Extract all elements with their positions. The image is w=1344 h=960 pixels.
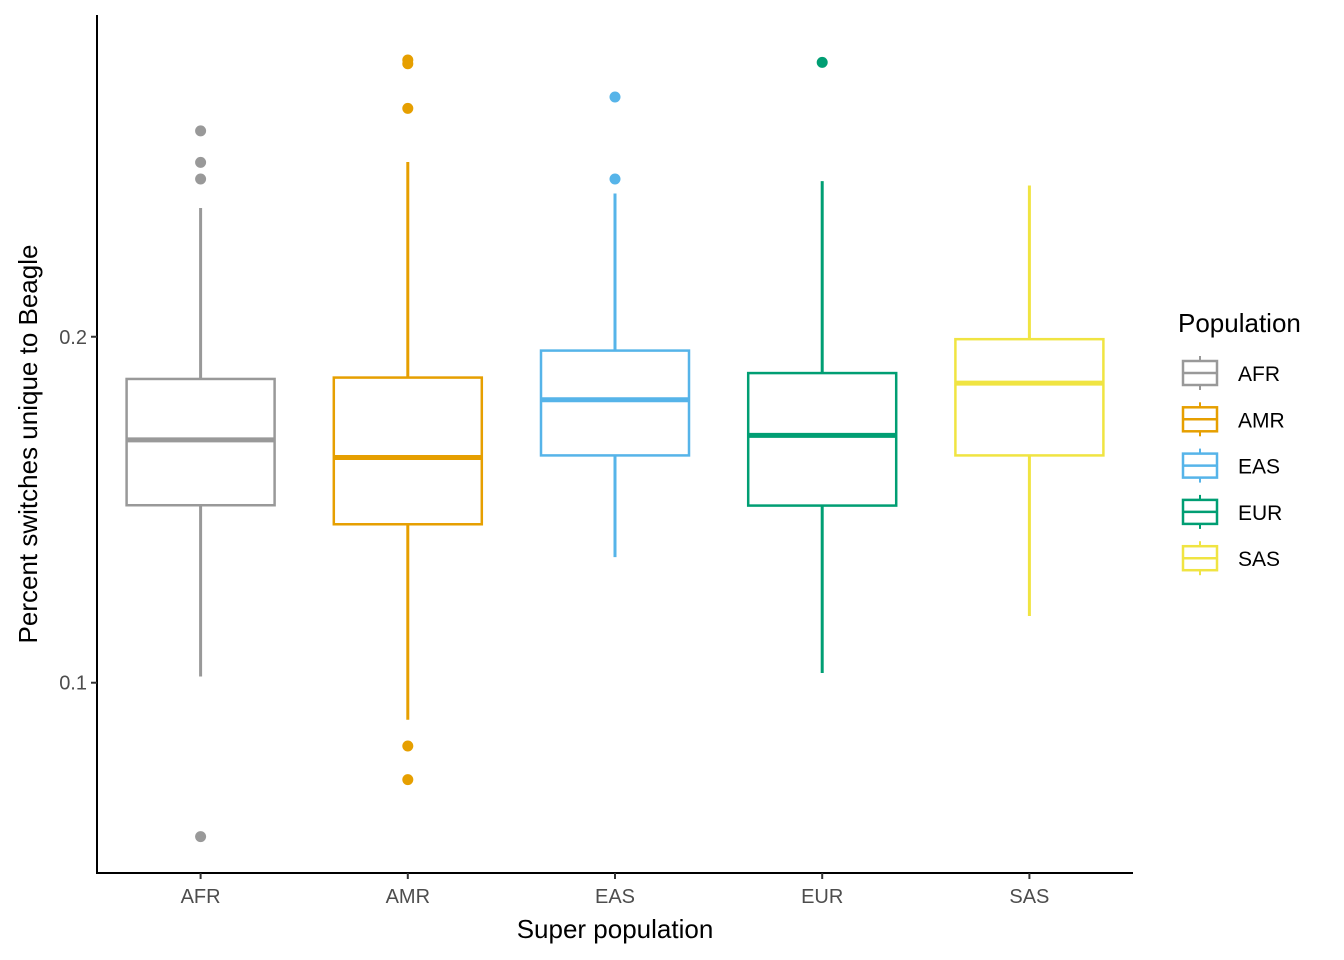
outlier-point [195,831,207,843]
outlier-point [402,774,414,786]
x-tick-label: SAS [1009,886,1049,908]
box-amr [332,54,484,786]
legend-label: SAS [1238,548,1280,571]
legend-item-afr: AFR [1181,356,1280,390]
box-rect [539,349,691,457]
legend-label: EUR [1238,502,1282,525]
x-tick-label: AMR [386,886,430,908]
legend-item-amr: AMR [1181,402,1285,437]
outlier-point [195,173,207,185]
box-rect [332,376,484,526]
x-tick-label: EAS [595,886,635,908]
outlier-point [195,156,207,168]
legend-items: AFR AMR EAS EUR SAS [1181,356,1285,576]
x-axis-title: Super population [517,914,714,944]
outlier-point [195,125,207,137]
x-tick-label: EUR [801,886,843,908]
legend-label: EAS [1238,456,1280,479]
legend-label: AFR [1238,363,1280,386]
box-eas [539,91,691,558]
y-tick-label: 0.2 [59,327,87,349]
outlier-point [609,173,621,185]
legend: Population AFR AMR EAS EUR SAS [1178,308,1301,576]
legend-item-eur: EUR [1181,494,1282,529]
box-afr [125,125,276,843]
box-rect [954,337,1105,457]
y-axis-title: Percent switches unique to Beagle [13,245,43,644]
legend-label: AMR [1238,409,1285,432]
x-tick-label: AFR [181,886,221,908]
box-rect [746,371,898,507]
outlier-point [816,56,828,68]
legend-title: Population [1178,308,1301,338]
outlier-point [402,740,414,752]
legend-item-sas: SAS [1181,541,1280,576]
legend-item-eas: EAS [1181,448,1280,483]
x-ticks: AFR AMR EAS EUR SAS [181,873,1049,908]
plot-area [125,54,1105,843]
y-ticks: 0.1 0.2 [59,327,97,695]
outlier-point [609,91,621,103]
outlier-point [402,58,414,70]
outlier-point [402,102,414,114]
y-tick-label: 0.1 [59,673,87,695]
box-sas [954,185,1105,616]
box-eur [746,56,898,674]
